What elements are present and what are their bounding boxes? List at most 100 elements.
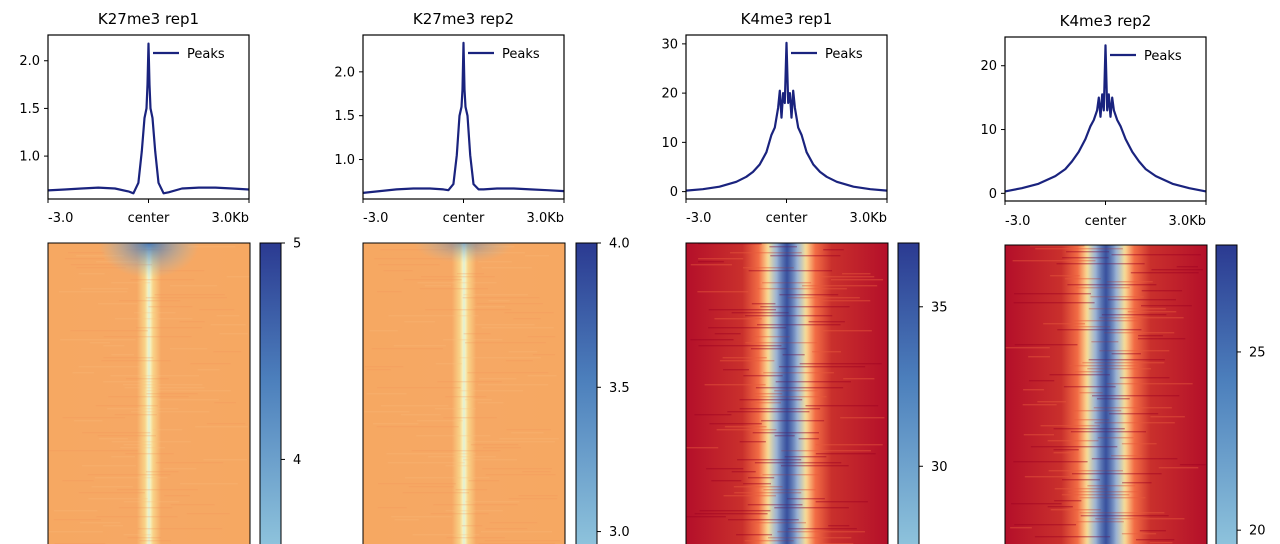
heatmap-streak — [425, 309, 512, 311]
heatmap-streak — [213, 351, 242, 353]
heatmap-frame — [362, 242, 566, 544]
heatmap-streak — [216, 315, 240, 317]
heatmap-streak — [428, 456, 496, 458]
colorbar-tick-label: 3.0 — [609, 525, 630, 540]
heatmap-streak — [387, 462, 465, 464]
heatmap-streak — [499, 438, 559, 440]
y-tick-label: 10 — [980, 123, 997, 138]
heatmap-streak — [226, 276, 250, 278]
heatmap-streak — [455, 489, 488, 491]
heatmap-streak — [103, 336, 192, 338]
profile-line-peaks — [1004, 44, 1207, 193]
heatmap-streak — [459, 390, 524, 392]
colorbar-tick-label: 30 — [931, 460, 948, 475]
colorbar-tick-label: 20 — [1249, 524, 1266, 539]
heatmap-streak — [463, 294, 528, 296]
heatmap-streak — [388, 315, 479, 317]
heatmap-streak — [377, 507, 407, 509]
heatmap-streak — [527, 336, 556, 338]
heatmap-streak — [482, 468, 553, 470]
heatmap-top-enrichment — [98, 243, 200, 313]
heatmap-streak — [62, 480, 94, 482]
heatmap-streak — [82, 432, 151, 434]
heatmap-streak — [383, 270, 413, 272]
heatmap-streak — [103, 357, 154, 359]
colorbar-tick-label: 5 — [293, 237, 301, 252]
heatmap-streak — [391, 516, 452, 518]
heatmap-streak — [97, 435, 157, 437]
heatmap-streak — [131, 411, 210, 413]
x-tick-label: 3.0Kb — [527, 211, 564, 226]
heatmap-streak — [508, 351, 538, 353]
heatmap-streak — [125, 453, 174, 455]
heatmap-streak — [485, 474, 556, 476]
heatmap-streak — [110, 375, 199, 377]
heatmap-streak — [461, 525, 483, 527]
heatmap-streak — [402, 492, 470, 494]
heatmap-streak — [405, 477, 490, 479]
y-tick-label: 20 — [661, 87, 678, 102]
heatmap-streak — [103, 381, 157, 383]
heatmap-streak — [369, 330, 398, 332]
heatmap-streak — [508, 498, 558, 500]
heatmap-streak — [416, 435, 491, 437]
heatmap-streak — [419, 288, 489, 290]
x-tick-label: center — [766, 211, 808, 226]
y-tick-label: 10 — [661, 136, 678, 151]
heatmap-streak — [101, 360, 171, 362]
profile-line-peaks — [362, 41, 565, 194]
heatmap-streak — [70, 330, 148, 332]
heatmap-streak — [91, 486, 133, 488]
x-tick-label: center — [128, 211, 170, 226]
heatmap-streak — [60, 339, 136, 341]
heatmap-streak — [145, 471, 179, 473]
heatmap-streak — [78, 273, 105, 275]
heatmap-streak — [87, 474, 171, 476]
heatmap-streak — [467, 441, 555, 443]
heatmap-streak — [363, 243, 437, 245]
heatmap-streak — [72, 372, 94, 374]
heatmap-frame — [47, 242, 251, 544]
heatmap-streak — [445, 510, 503, 512]
heatmap-streak — [74, 420, 103, 422]
heatmap-streak — [199, 309, 235, 311]
heatmap-streak — [366, 393, 407, 395]
x-tick-label: 3.0Kb — [850, 211, 887, 226]
heatmap-streak — [78, 366, 140, 368]
heatmap-streak — [380, 405, 449, 407]
heatmap-streak — [366, 369, 391, 371]
heatmap-streak — [120, 447, 166, 449]
y-tick-label: 1.0 — [19, 150, 40, 165]
panel-4: K4me3 rep2 0 10 20 -3.0 center 3.0Kb Peaks 20 25 — [980, 12, 1266, 544]
heatmap-streak — [118, 507, 173, 509]
colorbar — [897, 242, 920, 544]
y-tick-label: 1.5 — [334, 109, 355, 124]
heatmap-streak — [489, 522, 538, 524]
heatmap-streak — [127, 537, 162, 539]
heatmap-streak — [477, 402, 504, 404]
heatmap-streak — [197, 369, 220, 371]
colorbar-tick-label: 35 — [931, 300, 948, 315]
heatmap-streak — [378, 264, 440, 266]
x-tick-label: -3.0 — [363, 211, 388, 226]
heatmap-streak — [98, 438, 128, 440]
heatmap-streak — [364, 366, 404, 368]
y-tick-label: 0 — [989, 187, 997, 202]
heatmap-streak — [464, 342, 546, 344]
heatmap-streak — [443, 339, 503, 341]
heatmap-body — [363, 243, 565, 544]
legend-label: Peaks — [825, 47, 863, 62]
x-tick-label: -3.0 — [48, 211, 73, 226]
heatmap-streak — [123, 384, 203, 386]
heatmap-streak — [107, 408, 179, 410]
x-tick-label: 3.0Kb — [1169, 214, 1206, 229]
heatmap-streak — [123, 444, 152, 446]
heatmap-streak — [53, 510, 98, 512]
heatmap-streak — [481, 327, 554, 329]
heatmap-streak — [155, 462, 224, 464]
heatmap-streak — [434, 408, 476, 410]
heatmap-streak — [488, 300, 510, 302]
heatmap-streak — [504, 312, 554, 314]
heatmap-streak — [511, 432, 544, 434]
y-tick-label: 20 — [980, 59, 997, 74]
